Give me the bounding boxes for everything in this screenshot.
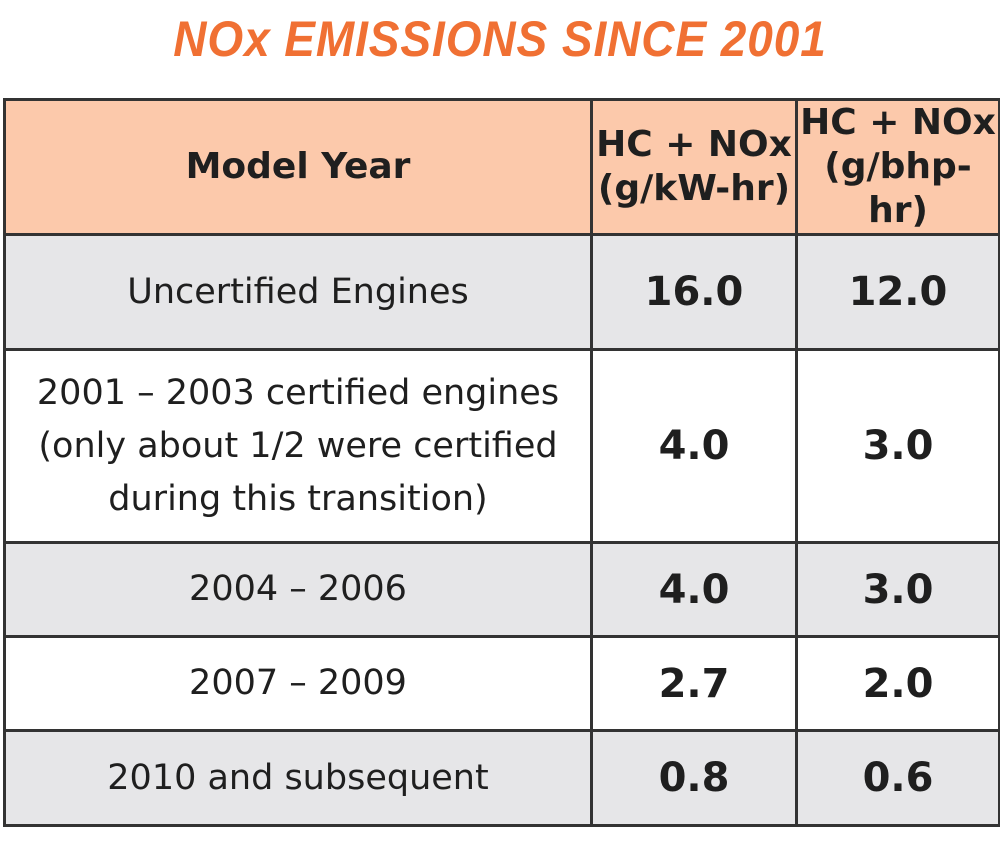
- table-header-row: Model Year HC + NOx (g/kW-hr) HC + NOx (…: [3, 98, 1000, 236]
- model-year-cell: 2001 – 2003 certified engines (only abou…: [3, 348, 593, 544]
- g-kw-hr-cell: 0.8: [590, 729, 798, 827]
- g-kw-hr-cell: 4.0: [590, 348, 798, 544]
- header-label: HC + NOx: [800, 102, 996, 143]
- header-unit: (g/bhp-hr): [824, 146, 972, 231]
- model-year-text: 2007 – 2009: [189, 663, 407, 703]
- table-row: 2001 – 2003 certified engines (only abou…: [3, 348, 1000, 544]
- table-row: 2007 – 2009 2.7 2.0: [3, 635, 1000, 732]
- model-year-text: 2004 – 2006: [189, 569, 407, 609]
- table-row: Uncertified Engines 16.0 12.0: [3, 233, 1000, 351]
- model-year-text: 2001 – 2003 certified engines: [36, 372, 560, 413]
- model-year-cell: 2004 – 2006: [3, 541, 593, 638]
- header-label: HC + NOx: [596, 124, 792, 165]
- page-title: NOx EMISSIONS SINCE 2001: [173, 11, 827, 67]
- model-year-text: Uncertified Engines: [127, 271, 469, 312]
- model-year-note: during this transition): [108, 478, 488, 519]
- g-bhp-hr-cell: 3.0: [795, 348, 1000, 544]
- model-year-cell: Uncertified Engines: [3, 233, 593, 351]
- g-bhp-hr-cell: 12.0: [795, 233, 1000, 351]
- g-kw-hr-cell: 2.7: [590, 635, 798, 732]
- header-label: Model Year: [185, 146, 411, 187]
- g-kw-hr-cell: 4.0: [590, 541, 798, 638]
- model-year-cell: 2007 – 2009: [3, 635, 593, 732]
- table-row: 2004 – 2006 4.0 3.0: [3, 541, 1000, 638]
- header-model-year: Model Year: [3, 98, 593, 236]
- model-year-note: (only about 1/2 were certified: [38, 425, 558, 466]
- header-g-kw-hr: HC + NOx (g/kW-hr): [590, 98, 798, 236]
- header-g-bhp-hr: HC + NOx (g/bhp-hr): [795, 98, 1000, 236]
- g-bhp-hr-cell: 0.6: [795, 729, 1000, 827]
- model-year-cell: 2010 and subsequent: [3, 729, 593, 827]
- g-bhp-hr-cell: 3.0: [795, 541, 1000, 638]
- table-row: 2010 and subsequent 0.8 0.6: [3, 729, 1000, 827]
- g-bhp-hr-cell: 2.0: [795, 635, 1000, 732]
- model-year-text: 2010 and subsequent: [107, 757, 489, 798]
- header-unit: (g/kW-hr): [597, 168, 791, 209]
- g-kw-hr-cell: 16.0: [590, 233, 798, 351]
- emissions-table: Model Year HC + NOx (g/kW-hr) HC + NOx (…: [3, 98, 1000, 827]
